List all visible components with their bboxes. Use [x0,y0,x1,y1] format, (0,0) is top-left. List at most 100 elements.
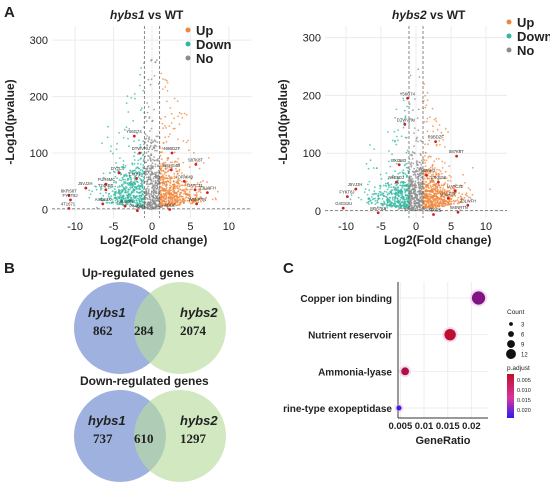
volcano-point [175,170,178,173]
labeled-gene-point [466,203,470,207]
dot-point [396,405,402,411]
volcano-point [169,204,172,206]
gene-label: FYKT8J [339,190,354,195]
y-tick-label: 100 [30,148,48,160]
volcano-point [368,200,370,203]
volcano-point [108,197,111,199]
volcano-point [461,184,464,187]
volcano-point [146,170,149,173]
volcano-point [421,182,423,185]
volcano-point [417,204,420,207]
volcano-point [441,201,444,203]
volcano-point [190,184,193,186]
volcano-point [193,183,196,186]
volcano-point [155,181,157,184]
volcano-point [421,167,423,170]
volcano-point [156,149,158,152]
volcano-point [139,73,142,76]
volcano-point [430,174,433,176]
volcano-point [410,175,412,178]
volcano-point [420,196,423,199]
volcano-point [418,201,421,204]
volcano-point [178,185,181,188]
volcano-point [160,118,162,120]
volcano-point [394,204,397,207]
volcano-point [115,148,118,151]
volcano-point [131,172,134,175]
volcano-point [174,192,177,195]
volcano-point [170,167,173,169]
volcano-point [405,166,408,169]
volcano-point [413,132,415,135]
volcano-point [382,184,385,187]
volcano-point [435,120,438,123]
panel-letter-a: A [4,4,15,21]
volcano-point [411,208,414,211]
volcano-point [442,139,445,141]
volcano-point [146,201,149,204]
volcano-point [377,206,379,208]
volcano-point [374,200,377,202]
venn-up-left-count: 862 [93,323,113,338]
volcano-point [106,201,109,204]
volcano-point [397,191,400,194]
volcano-point [188,197,191,200]
volcano-point [376,202,378,204]
volcano-point [203,200,205,203]
volcano-point [153,159,156,162]
volcano-point [401,171,404,174]
volcano-point [133,155,135,158]
volcano-point [415,162,418,165]
volcano-point [164,192,167,195]
volcano-point [423,193,425,196]
color-legend-tick: 0.015 [517,398,531,404]
volcano-point [141,200,143,203]
volcano-point [419,204,421,206]
volcano-point [132,119,135,122]
volcano-point [413,151,415,154]
volcano-point [426,117,429,120]
volcano-point [166,159,169,162]
volcano-point [102,176,105,179]
venn-down-right-name: hybs2 [180,413,218,428]
volcano-point [440,190,443,193]
gene-label: EXIV1 [129,171,142,176]
volcano-point [185,184,187,187]
volcano-point [125,197,127,199]
volcano-point [149,145,152,147]
y-tick-label: 200 [303,90,321,102]
volcano-point [394,196,396,199]
volcano-point [399,200,401,203]
labeled-gene-point [67,194,71,197]
volcano-hybs2-chart: Y56G74 DTWVRU EXI3M3 R9BDZF S87K8T FM3AH3 N9E5… [276,15,550,233]
volcano-point [174,127,176,130]
volcano-point [164,161,167,164]
volcano-point [127,172,130,174]
volcano-point [440,172,443,175]
volcano-point [150,127,153,130]
volcano-point [386,188,389,191]
volcano-point [414,180,417,183]
volcano-point [389,196,392,199]
volcano-point [415,197,418,200]
volcano-point [399,181,402,184]
volcano-point [136,188,138,191]
volcano-point [202,180,204,182]
volcano-point [139,171,142,174]
volcano-point [124,182,127,185]
volcano-point [151,199,154,202]
volcano-point [120,189,123,191]
volcano-point [179,192,181,194]
y-tick-label: 200 [30,92,48,104]
volcano-point [157,204,160,206]
labeled-gene-point [135,209,139,213]
volcano-point [369,159,372,162]
volcano-point [143,179,145,181]
volcano-point [115,181,117,183]
gene-label: R9BDZF [428,135,445,140]
volcano-point [163,165,165,168]
volcano-point [403,109,406,112]
volcano-point [116,177,118,180]
volcano-point [154,140,157,143]
volcano-point [423,83,425,85]
